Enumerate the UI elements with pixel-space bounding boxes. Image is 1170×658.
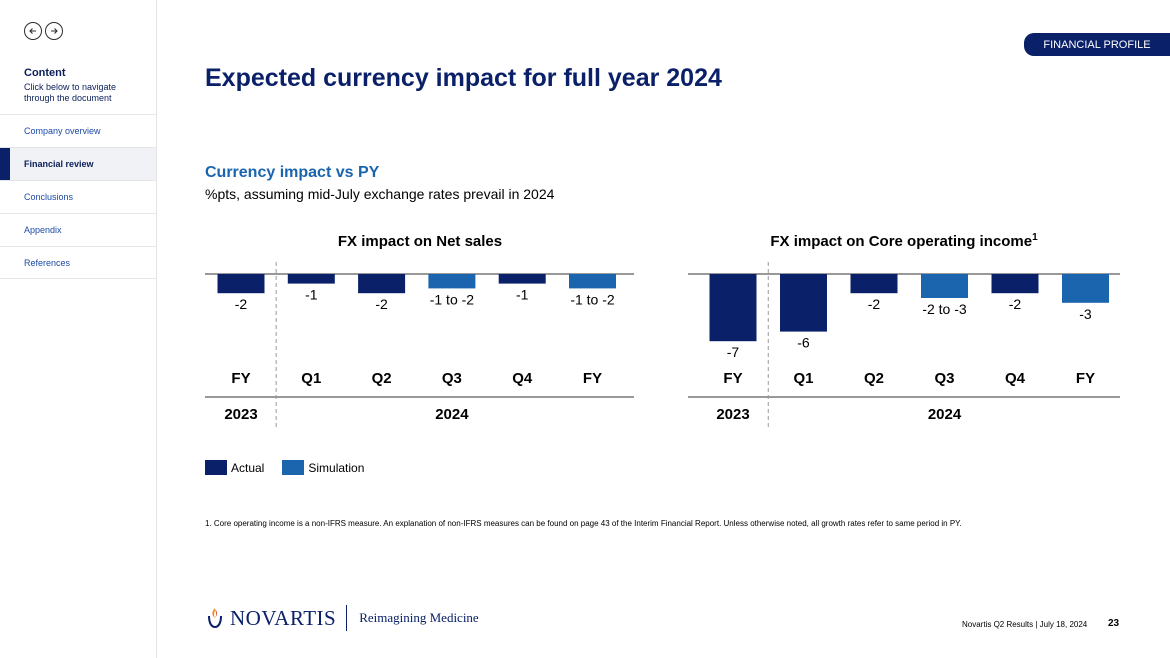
data-label: -2	[375, 296, 388, 312]
section-tag: FINANCIAL PROFILE	[1024, 33, 1170, 56]
sidebar-item-references[interactable]: References	[0, 246, 156, 279]
legend-swatch-actual	[205, 460, 227, 475]
year-label: 2023	[716, 406, 749, 423]
bar-q2-2	[358, 274, 406, 294]
forward-arrow-icon[interactable]	[45, 22, 63, 40]
chart-title-text: FX impact on Core operating income	[770, 233, 1033, 250]
sidebar-content-subtitle: Click below to navigate through the docu…	[24, 82, 117, 103]
page-number: 23	[1108, 618, 1120, 629]
legend-label-simulation: Simulation	[308, 460, 365, 475]
year-label: 2024	[435, 406, 469, 423]
sidebar-item-company-overview[interactable]: Company overview	[0, 114, 156, 147]
category-label: Q2	[372, 370, 392, 387]
year-label: 2024	[928, 406, 962, 423]
sidebar-item-conclusions[interactable]: Conclusions	[0, 180, 156, 213]
sidebar-item-appendix[interactable]: Appendix	[0, 213, 156, 246]
legend-label-actual: Actual	[231, 460, 265, 475]
category-label: Q3	[442, 370, 462, 387]
chart-title-text: FX impact on Net sales	[337, 233, 503, 250]
chart-title-net-sales: FX impact on Net sales	[205, 232, 635, 250]
year-label: 2023	[224, 406, 257, 423]
bar-q4-4	[991, 274, 1039, 294]
legend-item-simulation: Simulation	[282, 460, 364, 475]
logo-wordmark: NOVARTIS	[230, 605, 337, 630]
footnote: 1. Core operating income is a non-IFRS m…	[205, 519, 962, 528]
bar-q4-4	[498, 274, 546, 284]
novartis-flame-icon	[208, 608, 222, 628]
data-label: -1	[305, 287, 318, 303]
category-label: FY	[723, 370, 742, 387]
category-label: Q4	[1005, 370, 1026, 387]
category-label: Q3	[934, 370, 954, 387]
legend: Actual Simulation	[205, 460, 382, 475]
page-title: Expected currency impact for full year 2…	[205, 64, 722, 92]
data-label: -6	[797, 335, 810, 351]
sidebar: Content Click below to navigate through …	[0, 0, 157, 658]
chart-title-sup: 1	[1032, 232, 1038, 243]
category-label: Q1	[301, 370, 321, 387]
nav-arrows	[24, 22, 63, 40]
bar-q1-1	[780, 274, 827, 332]
data-label: -2 to -3	[922, 301, 967, 317]
bar-q2-2	[850, 274, 898, 294]
sidebar-nav: Company overview Financial review Conclu…	[0, 114, 156, 279]
bar-q1-1	[287, 274, 335, 284]
data-label: -1 to -2	[430, 291, 475, 307]
sidebar-content-title: Content	[24, 67, 66, 79]
category-label: FY	[1076, 370, 1095, 387]
category-label: FY	[231, 370, 250, 387]
footer-text: Novartis Q2 Results | July 18, 2024	[962, 620, 1088, 629]
data-label: -2	[1009, 296, 1022, 312]
chart-section-note: %pts, assuming mid-July exchange rates p…	[205, 186, 555, 202]
bar-fy-5	[1062, 274, 1109, 303]
category-label: Q4	[512, 370, 533, 387]
category-label: FY	[583, 370, 602, 387]
back-arrow-icon[interactable]	[24, 22, 42, 40]
bar-q3-3	[921, 274, 968, 298]
data-label: -2	[868, 296, 881, 312]
legend-swatch-simulation	[282, 460, 305, 475]
bar-fy-0	[709, 274, 757, 342]
sidebar-item-financial-review[interactable]: Financial review	[0, 147, 156, 180]
data-label: -1	[516, 287, 529, 303]
data-label: -1 to -2	[570, 291, 615, 307]
data-label: -2	[235, 296, 248, 312]
logo-divider	[346, 605, 348, 631]
bar-q3-3	[428, 274, 476, 289]
bar-fy-5	[569, 274, 616, 289]
chart-title-core-operating-income: FX impact on Core operating income1	[688, 232, 1120, 250]
logo-tagline: Reimagining Medicine	[359, 610, 479, 625]
data-label: -7	[727, 344, 740, 360]
legend-item-actual: Actual	[205, 460, 264, 475]
category-label: Q2	[864, 370, 884, 387]
chart-section-subtitle: Currency impact vs PY	[205, 164, 380, 181]
bar-fy-0	[217, 274, 265, 294]
category-label: Q1	[793, 370, 813, 387]
novartis-logo: NOVARTIS Reimagining Medicine	[205, 605, 479, 631]
data-label: -3	[1079, 306, 1092, 322]
